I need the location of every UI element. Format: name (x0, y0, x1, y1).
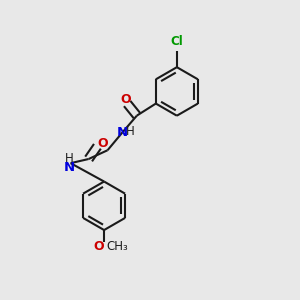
Text: O: O (94, 240, 104, 253)
Text: H: H (65, 152, 74, 165)
Text: O: O (97, 137, 108, 151)
Text: N: N (116, 126, 128, 139)
Text: CH₃: CH₃ (106, 240, 128, 253)
Text: H: H (126, 125, 135, 138)
Text: N: N (64, 161, 75, 174)
Text: O: O (120, 93, 131, 106)
Text: Cl: Cl (170, 35, 183, 48)
